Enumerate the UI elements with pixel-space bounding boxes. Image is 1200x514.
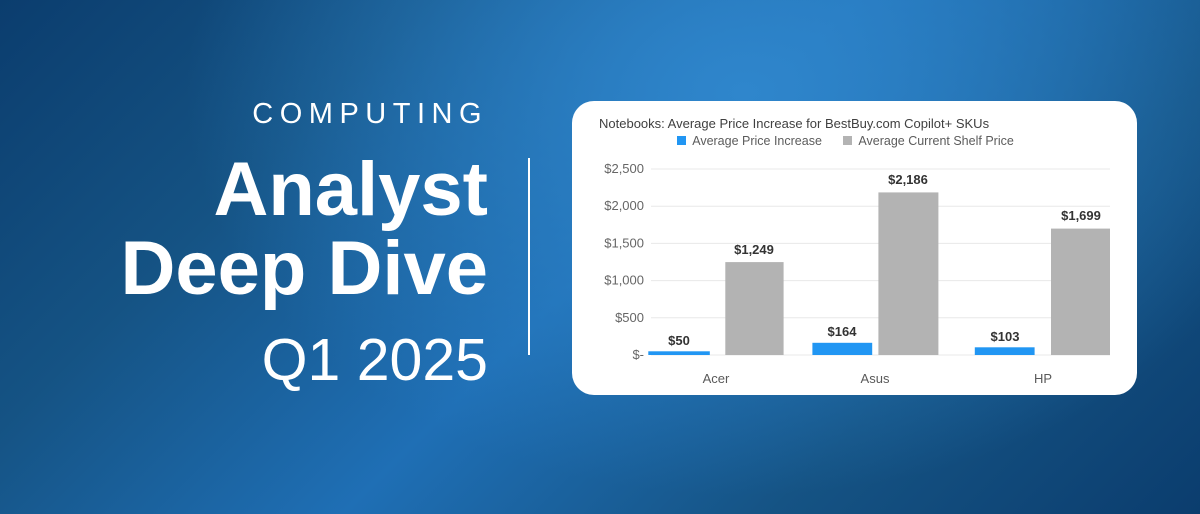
svg-text:$2,000: $2,000 [604,198,644,213]
svg-text:$1,500: $1,500 [604,235,644,250]
svg-text:$1,000: $1,000 [604,273,644,288]
svg-text:$50: $50 [668,333,690,348]
svg-text:$1,699: $1,699 [1061,208,1101,223]
svg-text:HP: HP [1034,371,1052,386]
svg-text:$2,500: $2,500 [604,161,644,176]
svg-text:$2,186: $2,186 [888,172,928,187]
svg-text:$164: $164 [828,324,858,339]
svg-text:Acer: Acer [703,371,730,386]
svg-text:Asus: Asus [861,371,890,386]
svg-text:$1,249: $1,249 [734,242,774,257]
svg-text:$-: $- [632,347,644,362]
svg-text:$103: $103 [991,329,1020,344]
svg-text:$500: $500 [615,310,644,325]
